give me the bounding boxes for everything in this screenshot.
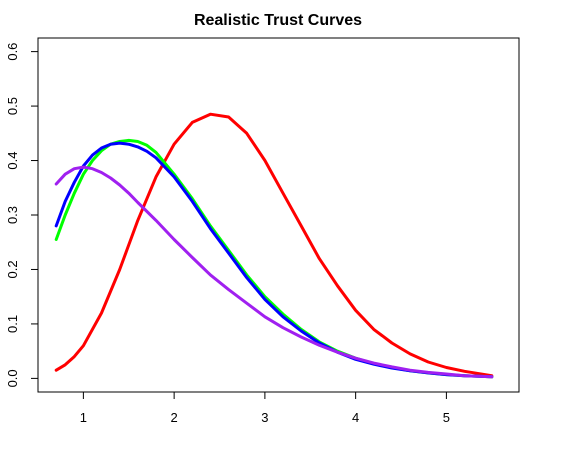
x-tick-label: 5 <box>443 410 450 425</box>
x-axis: 1 2 3 4 5 <box>80 391 450 425</box>
y-tick-label: 0.5 <box>5 97 20 115</box>
y-tick-label: 0.1 <box>5 315 20 333</box>
series-layer <box>54 112 494 379</box>
plot-frame <box>37 37 520 393</box>
x-axis-label: x <box>275 456 282 461</box>
y-tick-label: 0.3 <box>5 206 20 224</box>
y-tick-label: 0.0 <box>5 369 20 387</box>
y-tick-label: 0.6 <box>5 43 20 61</box>
y-tick-label: 0.2 <box>5 260 20 278</box>
x-tick-label: 3 <box>261 410 268 425</box>
x-tick-label: 4 <box>352 410 359 425</box>
y-tick-label: 0.4 <box>5 151 20 169</box>
y-axis: 0.0 0.1 0.2 0.3 0.4 0.5 0.6 <box>5 43 39 387</box>
chart-title: Realistic Trust Curves <box>194 12 362 29</box>
x-tick-label: 2 <box>171 410 178 425</box>
x-tick-label: 1 <box>80 410 87 425</box>
series-line-1 <box>54 112 494 378</box>
series-line-4 <box>54 165 494 379</box>
